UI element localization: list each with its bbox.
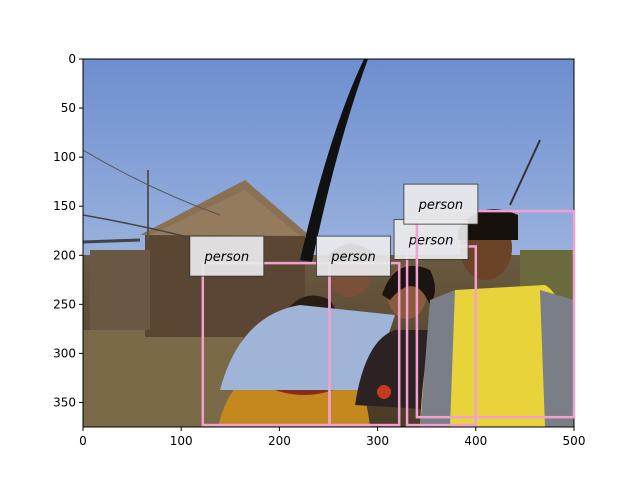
detections: person person person person	[189, 183, 576, 427]
detection-label-bg	[403, 183, 479, 225]
x-tick-label: 100	[170, 434, 193, 448]
y-tick-label: 0	[68, 52, 76, 66]
x-axis: 0 100 200 300 400 500	[79, 427, 585, 448]
y-tick-label: 250	[53, 297, 76, 311]
y-tick-label: 150	[53, 199, 76, 213]
x-tick-label: 400	[464, 434, 487, 448]
detection-label: person	[204, 250, 250, 265]
x-tick-label: 300	[366, 434, 389, 448]
detection-label-bg	[393, 219, 469, 260]
x-tick-label: 0	[79, 434, 87, 448]
detection-label: person	[418, 198, 464, 213]
x-tick-label: 500	[563, 434, 586, 448]
y-axis: 0 50 100 150 200 250 300 350	[53, 52, 83, 409]
y-tick-label: 50	[61, 101, 76, 115]
detection-label-bg	[316, 235, 391, 277]
detection-box	[415, 209, 576, 419]
y-tick-label: 300	[53, 346, 76, 360]
y-tick-label: 100	[53, 150, 76, 164]
detection-label: person	[408, 233, 454, 248]
detection-label: person	[330, 250, 376, 265]
x-tick-label: 200	[268, 434, 291, 448]
detection-label-bg	[189, 235, 265, 277]
y-tick-label: 200	[53, 248, 76, 262]
y-tick-label: 350	[53, 395, 76, 409]
